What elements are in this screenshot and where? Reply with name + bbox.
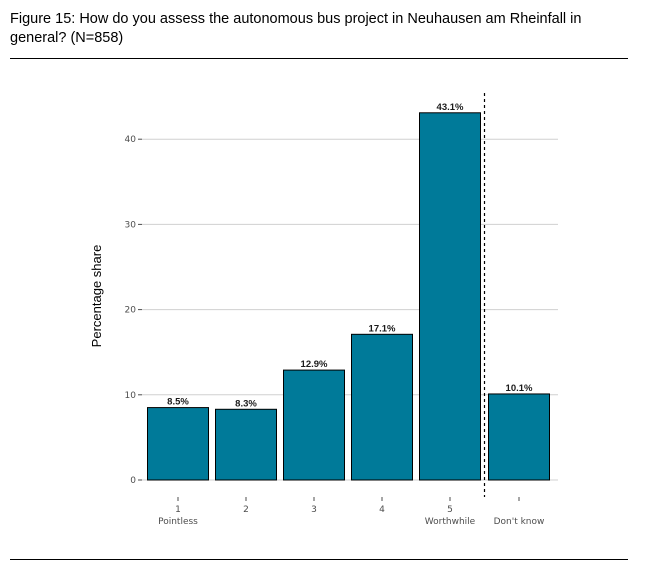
y-tick-label: 40 <box>125 135 137 145</box>
figure-title: Figure 15: How do you assess the autonom… <box>10 11 582 46</box>
x-axis-ticks: 1 Pointless 2 3 4 5 Worthwhile Don't know <box>158 497 544 527</box>
bar <box>419 112 481 481</box>
data-label: 10.1% <box>506 383 533 394</box>
data-label: 8.3% <box>235 398 257 409</box>
y-tick-label: 20 <box>125 306 137 316</box>
y-axis-ticks: 0 10 20 30 40 <box>125 135 142 486</box>
title-rule <box>10 58 628 59</box>
bar <box>351 333 413 481</box>
bar <box>283 369 345 481</box>
bar <box>215 408 277 481</box>
bars <box>147 112 550 481</box>
bottom-rule <box>10 559 628 560</box>
y-axis-title: Percentage share <box>89 245 104 348</box>
bar <box>488 393 550 481</box>
y-tick-label: 0 <box>130 476 136 486</box>
x-tick-sublabel: Pointless <box>158 517 198 527</box>
data-label: 8.5% <box>167 397 189 408</box>
x-tick-label: Don't know <box>494 517 545 527</box>
bar <box>147 407 209 481</box>
data-label: 12.9% <box>301 359 328 370</box>
y-tick-label: 10 <box>125 391 137 401</box>
x-tick-label: 5 <box>447 505 453 515</box>
x-tick-sublabel: Worthwhile <box>425 517 476 527</box>
y-tick-label: 30 <box>125 220 137 230</box>
x-tick-label: 3 <box>311 505 317 515</box>
x-tick-label: 4 <box>379 505 385 515</box>
data-label: 43.1% <box>437 102 464 113</box>
data-labels: 8.5% 8.3% 12.9% 17.1% 43.1% 10.1% <box>167 102 533 409</box>
data-label: 17.1% <box>369 323 396 334</box>
x-tick-label: 2 <box>243 505 249 515</box>
x-tick-label: 1 <box>175 505 181 515</box>
